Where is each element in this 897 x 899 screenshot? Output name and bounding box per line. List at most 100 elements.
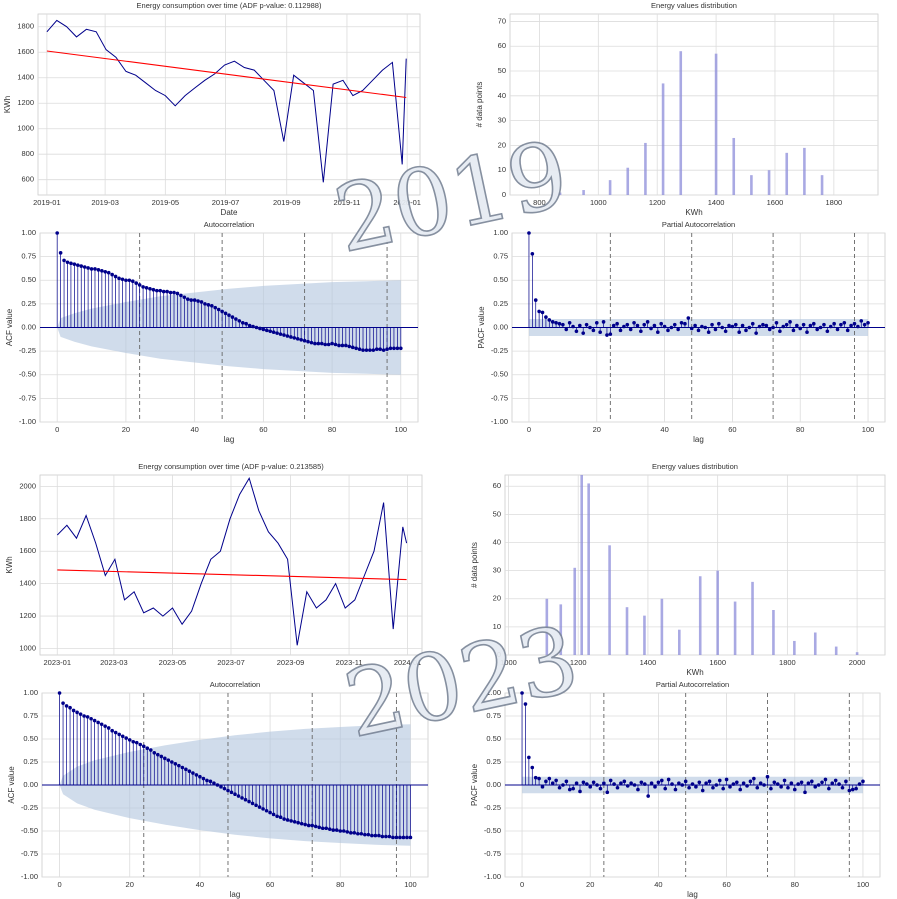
stem-marker: [99, 722, 104, 727]
stem-marker: [769, 786, 773, 791]
stem-marker: [561, 322, 565, 327]
y-tick-label: 1000: [17, 124, 34, 133]
stem-marker: [86, 266, 90, 270]
stem-marker: [317, 825, 322, 830]
stem-marker: [622, 779, 627, 784]
y-tick-label: -0.50: [19, 370, 36, 379]
stem-marker: [198, 774, 202, 779]
stem-marker: [734, 322, 738, 327]
stem-marker: [92, 718, 97, 723]
stem-marker: [326, 342, 331, 347]
y-axis-label: ACF value: [7, 766, 16, 804]
stem-marker: [364, 348, 369, 352]
stem-marker: [124, 278, 128, 283]
stem-marker: [720, 325, 725, 330]
bar: [834, 646, 838, 655]
x-tick-label: 0: [57, 880, 61, 889]
stem-marker: [786, 785, 790, 790]
bar: [573, 567, 577, 655]
stem-marker: [683, 779, 688, 784]
y-tick-label: 1200: [19, 611, 36, 620]
stem-marker: [82, 714, 86, 718]
y-tick-label: 0.25: [486, 757, 501, 766]
stem-marker: [748, 779, 753, 784]
series-line: [46, 50, 407, 99]
bar: [785, 152, 789, 195]
bar: [678, 629, 681, 655]
stem-marker: [778, 329, 782, 334]
stem-marker: [645, 320, 650, 324]
stem-marker: [840, 785, 845, 790]
stem-marker: [199, 300, 204, 304]
stem-marker: [240, 320, 245, 325]
stem-marker: [806, 781, 811, 785]
stem-marker: [370, 833, 374, 838]
chart-panel: 0 10 20 30 40 50 60 70 800 1000 1200 1400 1600 1800 En…: [475, 1, 879, 217]
y-tick-label: 1400: [19, 579, 36, 588]
stem-marker: [639, 329, 643, 334]
bar: [558, 192, 562, 195]
stem-marker: [796, 782, 800, 786]
bar: [679, 51, 683, 196]
y-tick-label: 10: [493, 622, 501, 631]
y-tick-label: 1600: [19, 546, 36, 555]
stem-marker: [554, 778, 558, 783]
stem-marker: [571, 324, 575, 329]
stem-marker: [652, 323, 657, 328]
stem-marker: [547, 318, 552, 322]
stem-marker: [595, 783, 599, 787]
stem-marker: [662, 324, 667, 329]
stem-marker: [271, 812, 276, 817]
stem-marker: [215, 783, 220, 787]
stem-marker: [811, 321, 816, 326]
stem-marker: [669, 325, 674, 330]
y-tick-label: 30: [498, 116, 506, 125]
stem-marker: [866, 320, 870, 325]
stem-marker: [166, 758, 171, 762]
stem-marker: [65, 260, 70, 265]
y-tick-label: -0.25: [491, 346, 508, 355]
stem-marker: [250, 801, 255, 806]
stem-marker: [278, 332, 283, 336]
stem-marker: [723, 329, 728, 334]
stem-marker: [201, 776, 206, 781]
stem-marker: [646, 794, 650, 798]
stem-marker: [226, 788, 230, 793]
bar: [733, 601, 737, 655]
stem-marker: [141, 285, 145, 289]
stem-marker: [103, 269, 108, 274]
stem-marker: [795, 323, 799, 328]
stem-marker: [401, 835, 406, 840]
stem-marker: [803, 790, 807, 795]
stem-marker: [356, 831, 360, 836]
chart-panel: -1.00 -0.75 -0.50 -0.25 0.00 0.25 0.50 0.75 1.00…: [5, 220, 419, 444]
stem-marker: [230, 315, 235, 319]
x-tick-label: 2023-07: [217, 658, 245, 667]
y-tick-label: -0.75: [491, 393, 508, 402]
y-tick-label: 0.00: [21, 322, 36, 331]
stem-marker: [184, 767, 188, 772]
stem-marker: [103, 724, 107, 728]
x-axis-label: lag: [693, 435, 704, 444]
stem-marker: [131, 739, 136, 744]
bar: [855, 652, 859, 655]
x-tick-label: 100: [862, 425, 875, 434]
chart-panel: 1000 1200 1400 1600 1800 2000 2023-01 2023-03 20…: [5, 462, 423, 667]
stem-marker: [96, 720, 100, 725]
y-tick-label: 0.00: [493, 322, 508, 331]
stem-marker: [659, 321, 663, 326]
chart-panel: 600 800 1000 1200 1400 1600 1800 2019-01 2019-03…: [3, 1, 421, 217]
stem-marker: [735, 780, 739, 785]
stem-marker: [642, 322, 647, 327]
stem-marker: [625, 784, 630, 788]
stem-marker: [578, 789, 582, 794]
stem-marker: [730, 324, 735, 329]
stem-marker: [564, 327, 569, 332]
stem-marker: [194, 773, 199, 777]
stem-marker: [689, 326, 694, 331]
stem-marker: [823, 777, 828, 782]
stem-marker: [319, 341, 324, 346]
x-tick-label: 40: [190, 425, 198, 434]
stem-marker: [679, 320, 684, 325]
stem-marker: [191, 771, 195, 775]
